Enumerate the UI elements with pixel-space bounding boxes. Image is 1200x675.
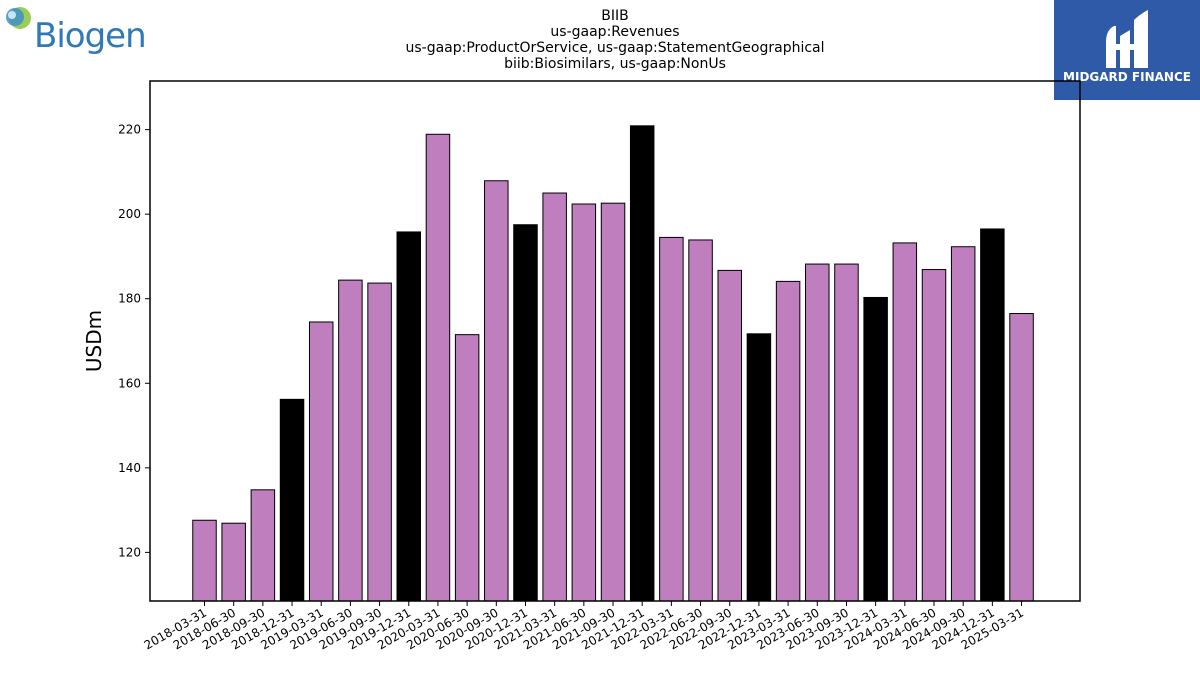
biogen-globe-icon [6,7,31,29]
midgard-emblem-icon [1106,10,1148,68]
bar [250,489,276,602]
x-axis-ticks: 2018-03-312018-06-302018-09-302018-12-31… [142,601,1026,652]
bar [396,231,422,602]
bar [221,522,246,602]
chart-title-line: BIIB [601,8,628,24]
bar [192,519,217,602]
biogen-logo: Biogen [6,7,147,56]
chart-title-line: us-gaap:Revenues [550,24,679,40]
bar [484,180,509,602]
bar [834,263,859,602]
bar [629,125,655,602]
bar [279,398,305,602]
y-tick-label: 220 [118,123,141,137]
y-tick-label: 200 [118,207,141,221]
bar [454,334,480,602]
bar [717,269,742,602]
bar [1009,313,1034,602]
bar [367,282,392,602]
bar [513,224,538,602]
bar [746,333,772,602]
bar [805,263,830,602]
bar [542,192,567,602]
y-tick-label: 180 [118,292,141,306]
plot-frame [149,80,1081,602]
bar [600,202,626,602]
bar [425,133,451,602]
bars-group [192,125,1034,602]
bar [308,321,334,602]
bar [950,246,976,602]
chart-title-line: us-gaap:ProductOrService, us-gaap:Statem… [405,40,824,56]
chart-title-line: biib:Biosimilars, us-gaap:NonUs [504,56,726,72]
y-tick-label: 160 [118,376,141,390]
y-tick-label: 120 [118,545,141,559]
midgard-wordmark: MIDGARD FINANCE [1063,70,1191,84]
bar [659,236,684,602]
bar [892,242,918,602]
chart-title: BIIB us-gaap:Revenues us-gaap:ProductOrS… [405,8,824,72]
bar [775,280,801,602]
bar [863,296,888,602]
bar [921,269,947,602]
bar [571,203,597,602]
bar [338,279,363,602]
bar [688,239,713,602]
midgard-finance-logo: MIDGARD FINANCE [1054,0,1200,100]
biogen-wordmark: Biogen [34,16,146,56]
bar [980,228,1005,602]
y-axis-label: USDm [82,310,106,372]
y-axis-ticks: 120 140 160 180 200 220 [118,123,150,559]
y-tick-label: 140 [118,461,141,475]
